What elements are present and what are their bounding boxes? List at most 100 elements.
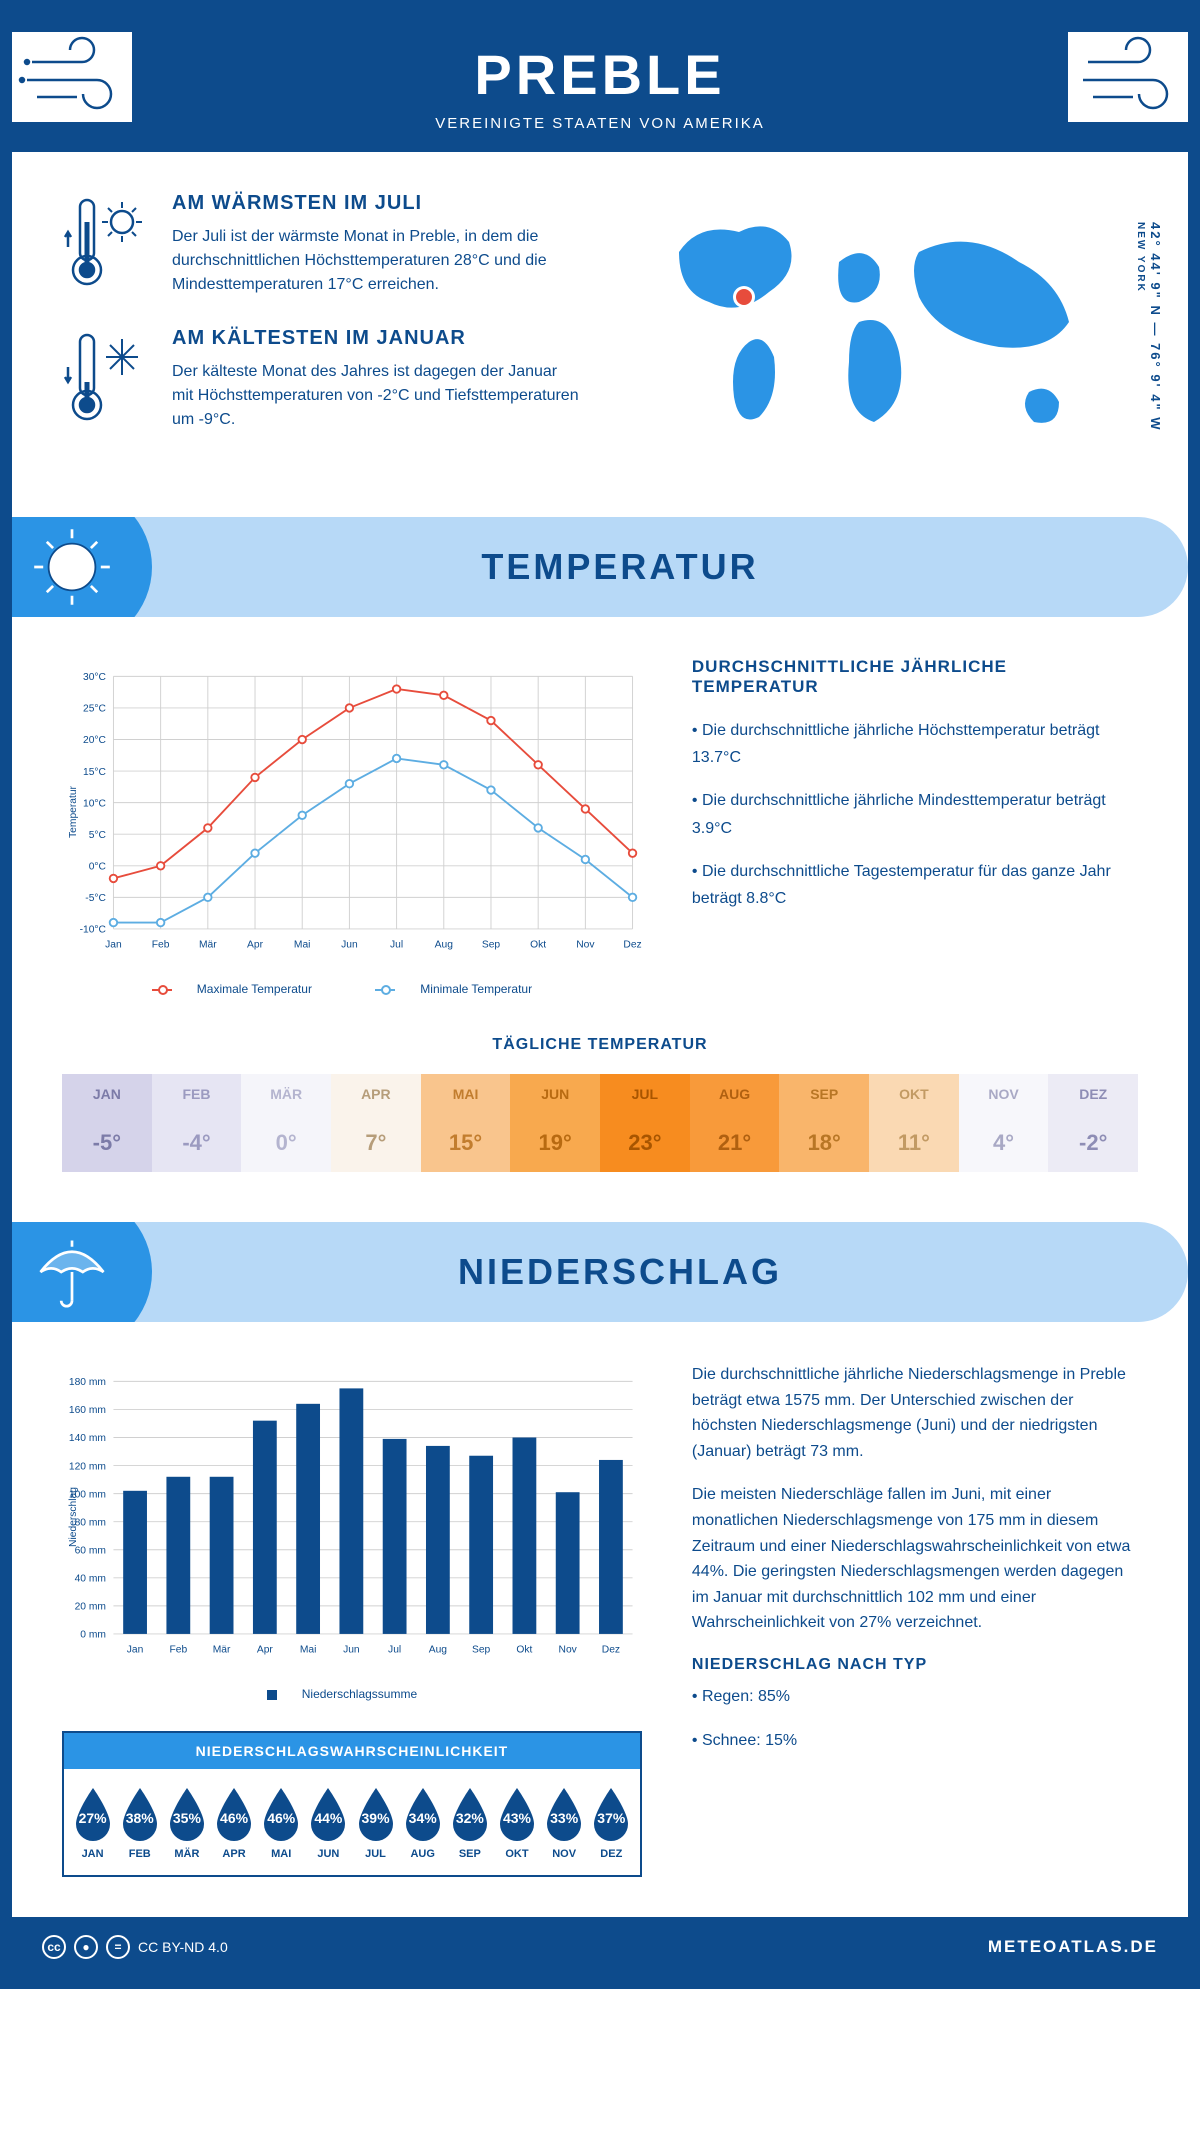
svg-text:Mai: Mai — [294, 940, 311, 951]
svg-text:Sep: Sep — [472, 1645, 491, 1656]
drop-cell: 33%NOV — [541, 1784, 588, 1860]
temp-cell: JUN19° — [510, 1074, 600, 1172]
precip-text: Die meisten Niederschläge fallen im Juni… — [692, 1482, 1138, 1636]
daily-temp-section: TÄGLICHE TEMPERATUR JAN-5°FEB-4°MÄR0°APR… — [62, 1036, 1138, 1172]
drop-cell: 39%JUL — [352, 1784, 399, 1860]
drop-cell: 32%SEP — [446, 1784, 493, 1860]
temp-info-line: • Die durchschnittliche Tagestemperatur … — [692, 858, 1138, 912]
drop-cell: 35%MÄR — [163, 1784, 210, 1860]
drop-cell: 38%FEB — [116, 1784, 163, 1860]
precip-type-title: NIEDERSCHLAG NACH TYP — [692, 1656, 1138, 1674]
svg-text:Aug: Aug — [429, 1645, 448, 1656]
svg-text:80 mm: 80 mm — [75, 1517, 106, 1528]
svg-text:Dez: Dez — [602, 1645, 620, 1656]
svg-text:5°C: 5°C — [89, 830, 107, 841]
precipitation-header: NIEDERSCHLAG — [12, 1222, 1188, 1322]
brand: METEOATLAS.DE — [988, 1937, 1158, 1957]
temp-info-line: • Die durchschnittliche jährliche Höchst… — [692, 717, 1138, 771]
svg-text:140 mm: 140 mm — [69, 1433, 106, 1444]
svg-text:25°C: 25°C — [83, 704, 107, 715]
svg-text:Sep: Sep — [482, 940, 501, 951]
temp-cell: JUL23° — [600, 1074, 690, 1172]
precip-text: Die durchschnittliche jährliche Niedersc… — [692, 1362, 1138, 1464]
coldest-text: Der kälteste Monat des Jahres ist dagege… — [172, 360, 580, 432]
svg-text:10°C: 10°C — [83, 798, 107, 809]
svg-text:Jun: Jun — [343, 1645, 360, 1656]
warmest-text: Der Juli ist der wärmste Monat in Preble… — [172, 225, 580, 297]
page-subtitle: VEREINIGTE STAATEN VON AMERIKA — [32, 115, 1168, 132]
temperature-chart: -10°C-5°C0°C5°C10°C15°C20°C25°C30°CJanFe… — [62, 657, 642, 967]
svg-text:Mär: Mär — [213, 1645, 231, 1656]
header: PREBLE VEREINIGTE STAATEN VON AMERIKA — [12, 12, 1188, 152]
svg-text:-10°C: -10°C — [80, 925, 107, 936]
svg-text:30°C: 30°C — [83, 672, 107, 683]
temp-cell: SEP18° — [779, 1074, 869, 1172]
svg-text:20 mm: 20 mm — [75, 1602, 106, 1613]
svg-text:Dez: Dez — [623, 940, 641, 951]
page-title: PREBLE — [32, 42, 1168, 107]
temp-cell: DEZ-2° — [1048, 1074, 1138, 1172]
coldest-title: AM KÄLTESTEN IM JANUAR — [172, 327, 580, 350]
thermometer-sun-icon — [62, 192, 152, 297]
intro-section: AM WÄRMSTEN IM JULI Der Juli ist der wär… — [62, 192, 1138, 477]
section-title: NIEDERSCHLAG — [52, 1251, 1188, 1293]
svg-text:Jul: Jul — [388, 1645, 401, 1656]
svg-text:Apr: Apr — [257, 1645, 274, 1656]
svg-text:160 mm: 160 mm — [69, 1405, 106, 1416]
svg-text:-5°C: -5°C — [85, 893, 106, 904]
drop-cell: 27%JAN — [69, 1784, 116, 1860]
umbrella-icon — [12, 1222, 152, 1322]
precipitation-chart: 0 mm20 mm40 mm60 mm80 mm100 mm120 mm140 … — [62, 1362, 642, 1672]
svg-text:Feb: Feb — [169, 1645, 187, 1656]
temp-cell: FEB-4° — [152, 1074, 242, 1172]
section-title: TEMPERATUR — [52, 546, 1188, 588]
svg-text:Niederschlag: Niederschlag — [68, 1487, 79, 1547]
sun-icon — [12, 517, 152, 617]
drop-cell: 46%MAI — [258, 1784, 305, 1860]
world-map — [620, 192, 1138, 472]
cc-icon: cc — [42, 1935, 66, 1959]
svg-text:Feb: Feb — [152, 940, 170, 951]
svg-text:Mär: Mär — [199, 940, 217, 951]
probability-box: NIEDERSCHLAGSWAHRSCHEINLICHKEIT 27%JAN38… — [62, 1731, 642, 1877]
svg-text:Okt: Okt — [530, 940, 546, 951]
svg-text:Jan: Jan — [105, 940, 122, 951]
svg-text:Apr: Apr — [247, 940, 264, 951]
svg-text:Nov: Nov — [576, 940, 595, 951]
svg-text:40 mm: 40 mm — [75, 1574, 106, 1585]
svg-text:15°C: 15°C — [83, 767, 107, 778]
drop-cell: 37%DEZ — [588, 1784, 635, 1860]
nd-icon: = — [106, 1935, 130, 1959]
svg-text:Jan: Jan — [127, 1645, 144, 1656]
by-icon: ● — [74, 1935, 98, 1959]
temp-cell: MÄR0° — [241, 1074, 331, 1172]
svg-text:0 mm: 0 mm — [80, 1630, 106, 1641]
drop-cell: 44%JUN — [305, 1784, 352, 1860]
daily-temp-title: TÄGLICHE TEMPERATUR — [62, 1036, 1138, 1054]
svg-text:20°C: 20°C — [83, 735, 107, 746]
svg-text:Jun: Jun — [341, 940, 358, 951]
svg-text:Okt: Okt — [516, 1645, 532, 1656]
svg-text:Aug: Aug — [435, 940, 454, 951]
temp-cell: APR7° — [331, 1074, 421, 1172]
temp-cell: JAN-5° — [62, 1074, 152, 1172]
svg-text:Jul: Jul — [390, 940, 403, 951]
svg-text:Nov: Nov — [559, 1645, 578, 1656]
license-text: CC BY-ND 4.0 — [138, 1939, 228, 1955]
temp-info-line: • Die durchschnittliche jährliche Mindes… — [692, 787, 1138, 841]
coldest-block: AM KÄLTESTEN IM JANUAR Der kälteste Mona… — [62, 327, 580, 432]
warmest-block: AM WÄRMSTEN IM JULI Der Juli ist der wär… — [62, 192, 580, 297]
warmest-title: AM WÄRMSTEN IM JULI — [172, 192, 580, 215]
svg-text:120 mm: 120 mm — [69, 1461, 106, 1472]
drop-cell: 46%APR — [210, 1784, 257, 1860]
temperature-header: TEMPERATUR — [12, 517, 1188, 617]
thermometer-snow-icon — [62, 327, 152, 432]
precip-type-line: • Regen: 85% — [692, 1684, 1138, 1710]
svg-text:Temperatur: Temperatur — [68, 785, 79, 837]
temp-cell: NOV4° — [959, 1074, 1049, 1172]
drop-cell: 43%OKT — [493, 1784, 540, 1860]
temp-cell: MAI15° — [421, 1074, 511, 1172]
temp-cell: AUG21° — [690, 1074, 780, 1172]
chart-legend: Niederschlagssumme — [62, 1687, 642, 1701]
temp-info-title: DURCHSCHNITTLICHE JÄHRLICHE TEMPERATUR — [692, 657, 1138, 697]
